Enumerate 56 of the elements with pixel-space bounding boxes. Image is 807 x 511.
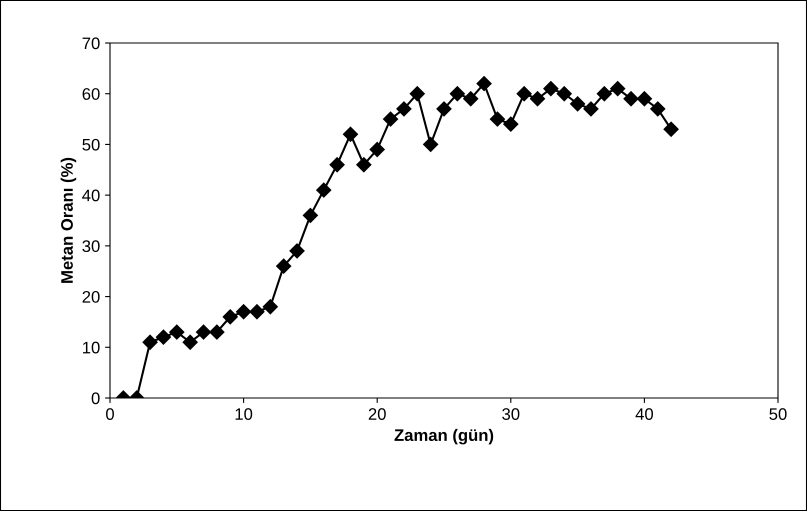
point [450, 86, 465, 102]
point [636, 91, 652, 106]
y-tick-label: 60 [82, 88, 100, 100]
point [650, 101, 666, 116]
point [249, 304, 265, 320]
point [490, 112, 506, 127]
point [276, 258, 292, 274]
point [530, 91, 546, 106]
point [516, 86, 532, 102]
point [410, 86, 425, 102]
point [142, 334, 158, 350]
point [556, 86, 572, 102]
x-tick-label: 40 [636, 408, 654, 420]
point [169, 324, 184, 340]
point [370, 142, 385, 158]
point [342, 126, 358, 142]
point [570, 96, 586, 112]
point [463, 91, 478, 106]
point [623, 91, 639, 106]
point [330, 157, 345, 172]
point [316, 182, 332, 198]
y-tick-label: 0 [92, 392, 100, 404]
point [222, 309, 238, 324]
point [396, 101, 412, 116]
x-tick-label: 20 [368, 408, 386, 420]
y-axis-title: Metan Oranı (%) [60, 158, 76, 283]
point [356, 157, 372, 172]
point [289, 243, 305, 258]
x-axis-title: Zaman (gün) [394, 428, 494, 444]
point [236, 304, 252, 320]
x-tick-label: 30 [502, 408, 520, 420]
point [423, 136, 438, 152]
y-tick-label: 40 [82, 190, 100, 202]
point [196, 324, 212, 340]
point [436, 101, 452, 116]
point [156, 330, 172, 345]
point [302, 208, 318, 223]
y-tick-label: 50 [82, 138, 100, 151]
point [543, 81, 558, 96]
point [382, 112, 398, 127]
x-tick-label: 50 [769, 408, 787, 420]
y-tick-label: 70 [82, 37, 100, 50]
point [610, 81, 626, 96]
x-tick-label: 0 [106, 408, 114, 420]
point [583, 101, 599, 116]
x-tick-label: 10 [236, 408, 252, 420]
point [262, 299, 278, 314]
point [476, 76, 492, 92]
y-tick-label: 10 [83, 342, 100, 354]
point [596, 86, 612, 102]
y-tick-label: 20 [82, 290, 100, 303]
point [664, 122, 679, 137]
point [182, 334, 198, 350]
point [503, 116, 518, 132]
y-tick-label: 30 [82, 240, 100, 252]
point [209, 324, 224, 340]
